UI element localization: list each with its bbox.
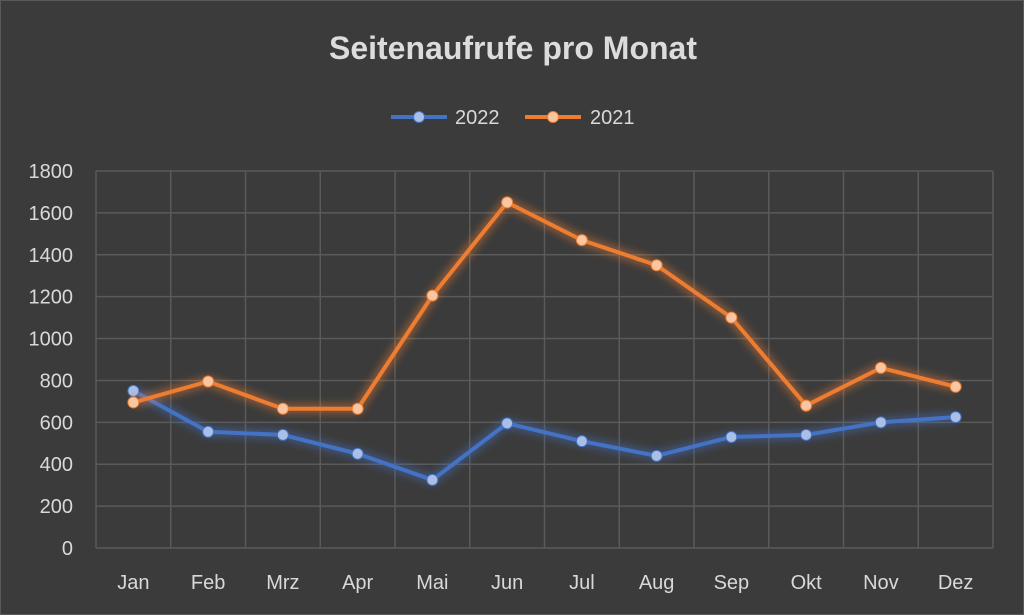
data-point-2022 bbox=[575, 435, 588, 448]
data-point-2021 bbox=[276, 402, 289, 415]
series-line-2021 bbox=[131, 200, 958, 411]
x-tick-label: Aug bbox=[639, 572, 675, 594]
y-tick-label: 1400 bbox=[29, 245, 74, 267]
x-tick-label: Jan bbox=[117, 572, 149, 594]
data-point-2022 bbox=[501, 417, 514, 430]
legend-label-2021: 2021 bbox=[590, 107, 635, 129]
y-tick-label: 200 bbox=[40, 496, 73, 518]
data-point-2022 bbox=[650, 449, 663, 462]
x-tick-label: Dez bbox=[938, 572, 974, 594]
data-point-2022 bbox=[800, 428, 813, 441]
y-tick-label: 1600 bbox=[29, 203, 74, 225]
data-point-2021 bbox=[800, 399, 813, 412]
x-axis-ticks: Jan Feb Mrz Apr Mai Jun Jul Aug Sep Okt Nov Dez bbox=[117, 572, 973, 594]
y-tick-label: 1000 bbox=[29, 329, 74, 351]
y-tick-label: 400 bbox=[40, 454, 73, 476]
data-point-2021 bbox=[949, 380, 962, 393]
data-point-2022 bbox=[725, 430, 738, 443]
data-point-2021 bbox=[650, 259, 663, 272]
data-point-2022 bbox=[202, 425, 215, 438]
data-point-2021 bbox=[127, 396, 140, 409]
y-tick-label: 1200 bbox=[29, 287, 74, 309]
data-point-2021 bbox=[426, 289, 439, 302]
data-point-2022 bbox=[276, 428, 289, 441]
data-point-2022 bbox=[949, 411, 962, 424]
data-point-2021 bbox=[575, 234, 588, 247]
data-point-2021 bbox=[351, 402, 364, 415]
x-tick-label: Sep bbox=[714, 572, 750, 594]
data-point-2022 bbox=[874, 416, 887, 429]
legend-marker-2021 bbox=[547, 111, 559, 123]
chart-title: Seitenaufrufe pro Monat bbox=[329, 30, 697, 66]
data-point-2021 bbox=[501, 196, 514, 209]
x-tick-label: Mai bbox=[416, 572, 448, 594]
series-line-2022 bbox=[131, 388, 958, 482]
legend-item-2021: 2021 bbox=[525, 107, 635, 129]
y-axis-ticks: 0 200 400 600 800 1000 1200 1400 1600 1800 bbox=[29, 161, 74, 560]
x-tick-label: Feb bbox=[191, 572, 225, 594]
data-point-2021 bbox=[725, 311, 738, 324]
data-point-2021 bbox=[874, 361, 887, 374]
x-tick-label: Jun bbox=[491, 572, 523, 594]
y-tick-label: 0 bbox=[62, 538, 73, 560]
series-group bbox=[127, 196, 962, 486]
x-tick-label: Apr bbox=[342, 572, 373, 594]
y-tick-label: 600 bbox=[40, 412, 73, 434]
grid bbox=[95, 170, 994, 549]
y-tick-label: 1800 bbox=[29, 161, 74, 183]
x-tick-label: Jul bbox=[569, 572, 595, 594]
y-tick-label: 800 bbox=[40, 370, 73, 392]
legend: 2022 2021 bbox=[391, 107, 635, 129]
legend-label-2022: 2022 bbox=[455, 107, 500, 129]
x-tick-label: Mrz bbox=[266, 572, 299, 594]
x-tick-label: Okt bbox=[791, 572, 823, 594]
legend-marker-2022 bbox=[413, 111, 425, 123]
data-point-2022 bbox=[127, 384, 140, 397]
x-tick-label: Nov bbox=[863, 572, 899, 594]
data-point-2022 bbox=[426, 473, 439, 486]
data-point-2022 bbox=[351, 447, 364, 460]
legend-item-2022: 2022 bbox=[391, 107, 500, 129]
series-2022 bbox=[127, 384, 962, 486]
series-2021 bbox=[127, 196, 962, 415]
data-point-2021 bbox=[202, 375, 215, 388]
